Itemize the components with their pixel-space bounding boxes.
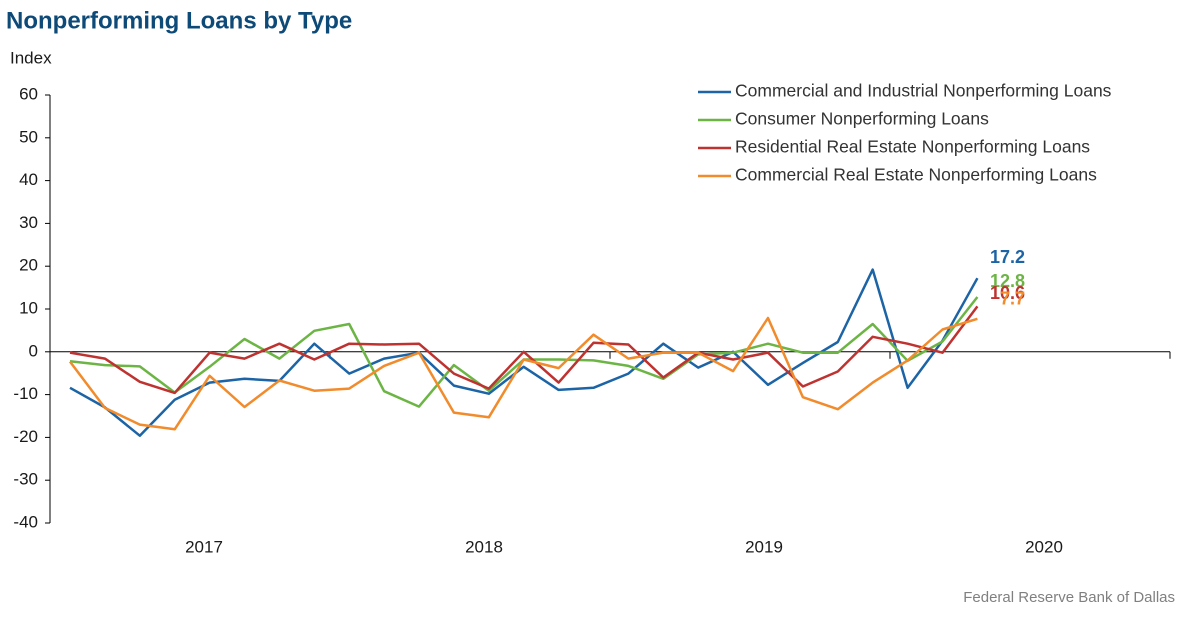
y-tick-label: 20 [19,256,38,275]
end-value-label: 12.8 [990,271,1025,291]
legend-label: Commercial Real Estate Nonperforming Loa… [735,165,1097,185]
end-value-label: 7.7 [1000,289,1025,309]
legend-label: Commercial and Industrial Nonperforming … [735,81,1112,101]
x-tick-label: 2019 [745,537,783,556]
series-line [69,316,978,431]
y-tick-label: 60 [19,84,38,103]
end-value-label: 10.6 [990,283,1025,303]
series-line [69,268,979,437]
legend-label: Residential Real Estate Nonperforming Lo… [735,137,1090,157]
source: Federal Reserve Bank of Dallas [963,589,1175,606]
y-tick-label: -10 [13,384,38,403]
y-tick-label: 10 [19,298,38,317]
x-tick-label: 2017 [185,537,223,556]
y-tick-label: -40 [13,512,38,531]
y-tick-label: -30 [13,470,38,489]
y-axis-label: Index [10,48,52,67]
end-value-label: 17.2 [990,247,1025,267]
chart-title: Nonperforming Loans by Type [6,7,352,34]
y-tick-label: 30 [19,213,38,232]
y-tick-label: -20 [13,427,38,446]
legend-label: Consumer Nonperforming Loans [735,109,989,129]
x-tick-label: 2018 [465,537,503,556]
x-tick-label: 2020 [1025,537,1063,556]
y-tick-label: 40 [19,170,38,189]
series-line [69,305,979,395]
y-tick-label: 0 [29,341,38,360]
y-tick-label: 50 [19,127,38,146]
